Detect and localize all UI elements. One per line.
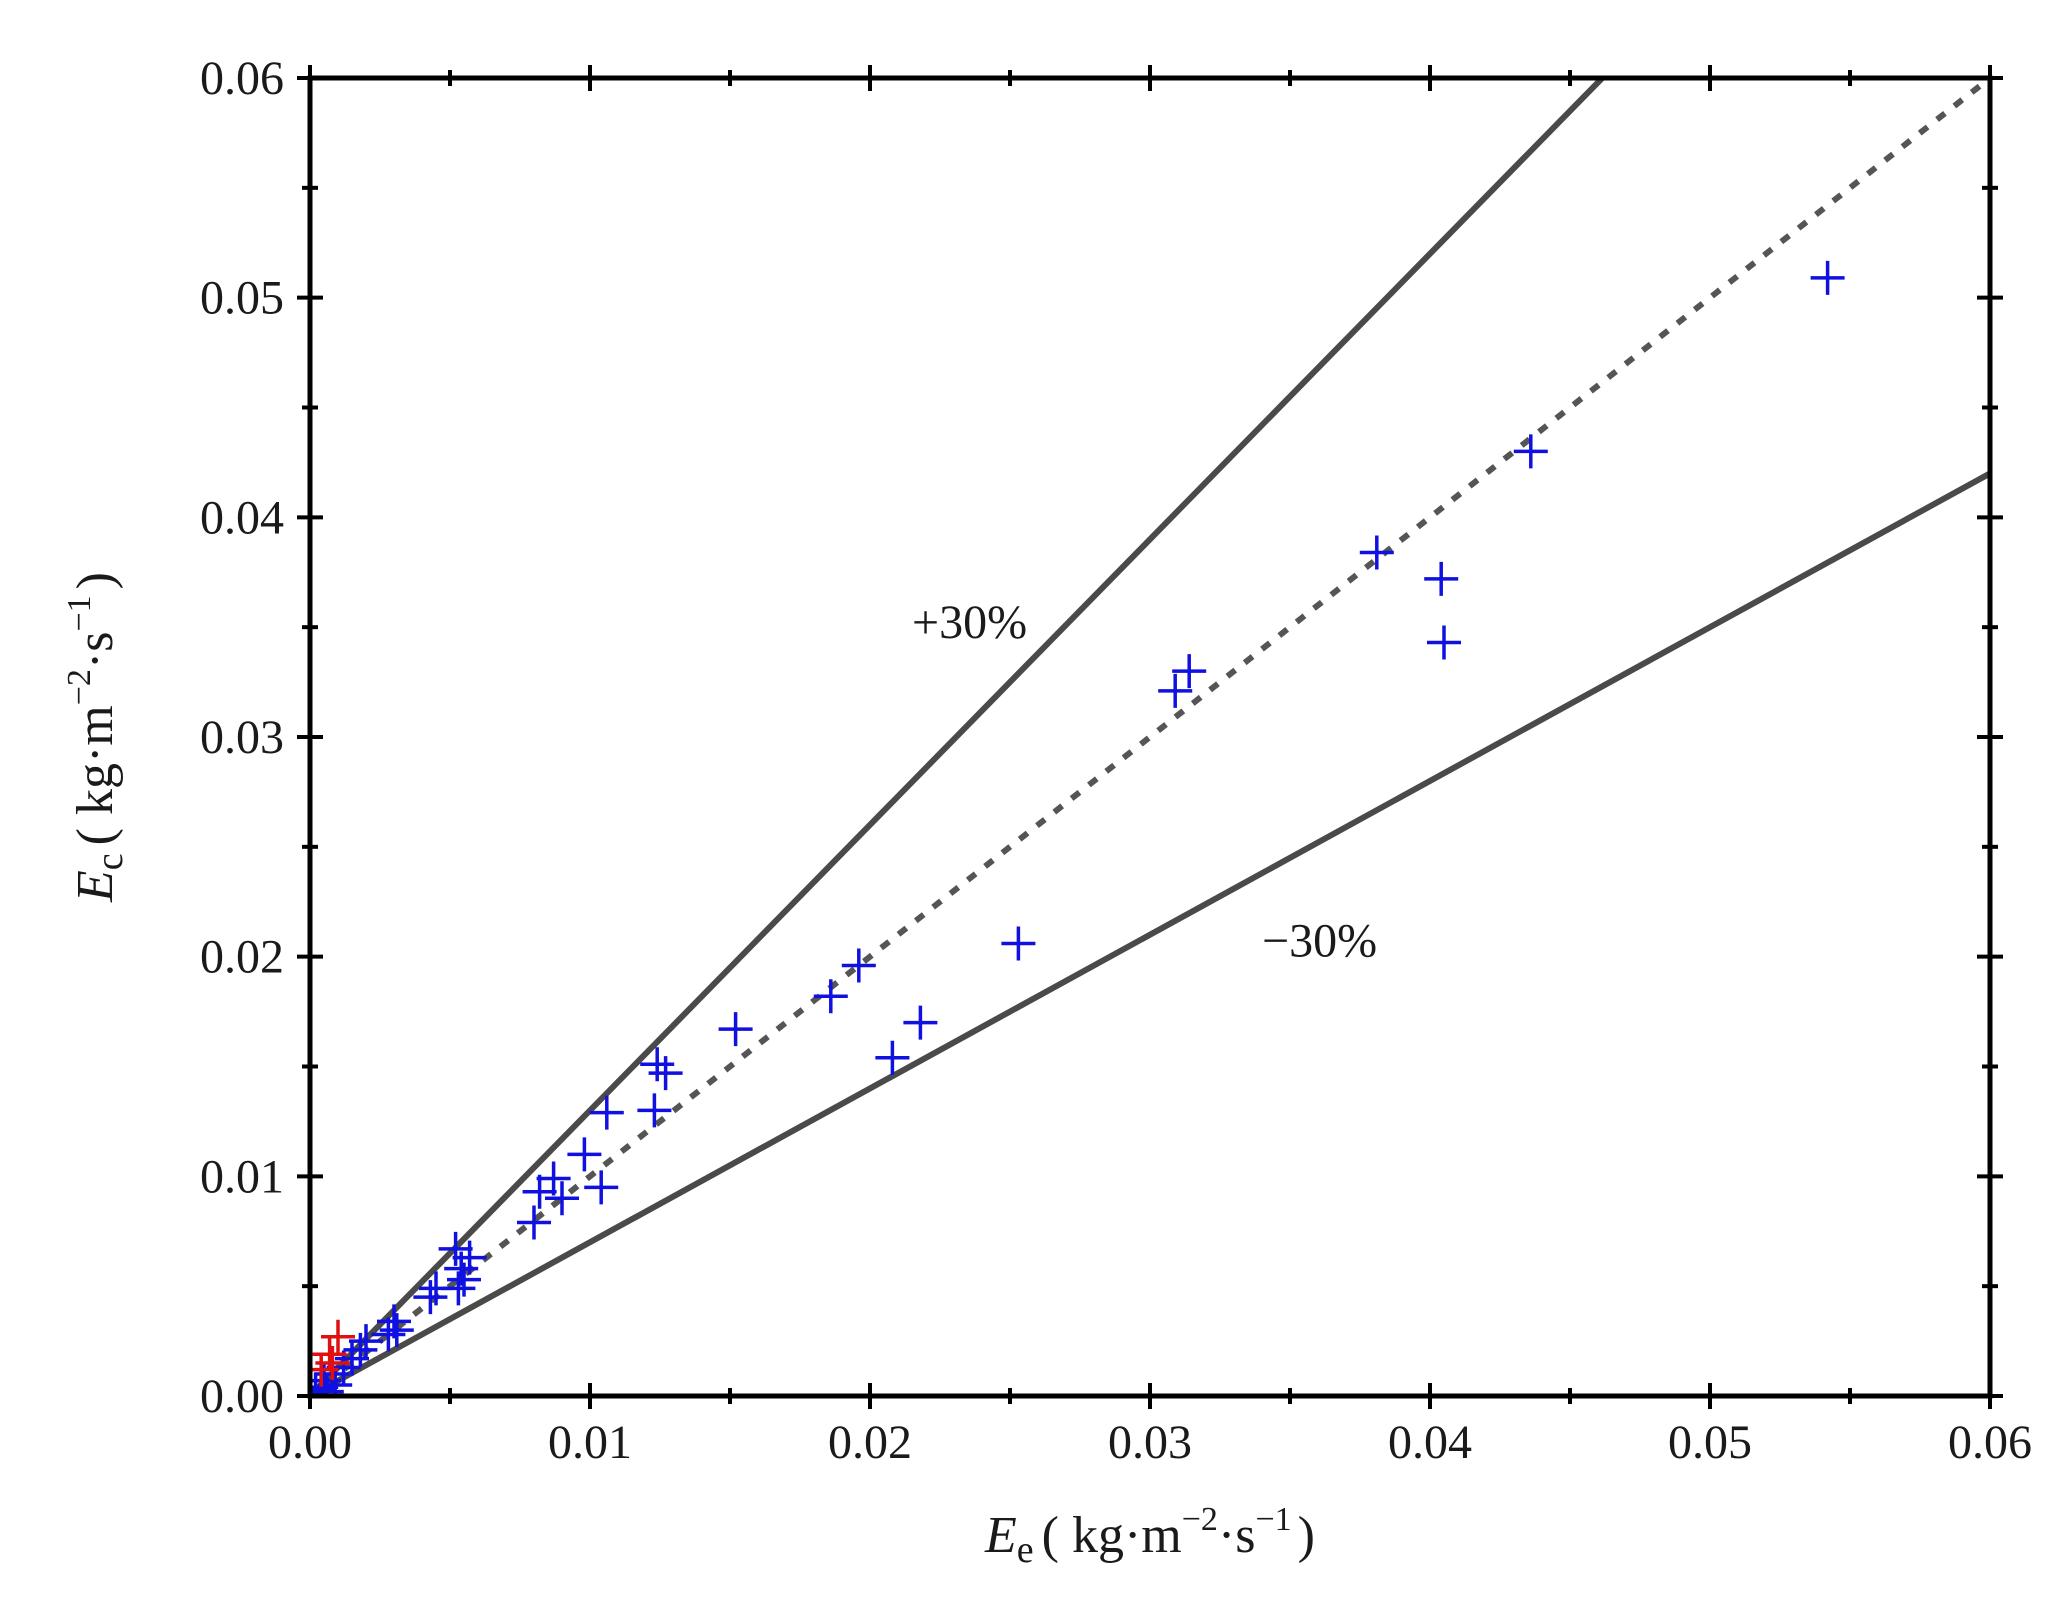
y-axis-unit-exp2: −1 bbox=[61, 595, 98, 631]
x-tick-label: 0.03 bbox=[1108, 1416, 1192, 1469]
x-tick-label: 0.05 bbox=[1668, 1416, 1752, 1469]
red-point bbox=[321, 1319, 355, 1354]
blue-point bbox=[371, 1317, 406, 1352]
blue-point bbox=[335, 1341, 369, 1376]
y-tick-label: 0.01 bbox=[200, 1150, 284, 1203]
y-axis-title: Ec ( kg·m−2·s−1) bbox=[61, 572, 131, 903]
x-axis-title: Ee( kg·m−2·s−1) bbox=[984, 1501, 1315, 1571]
blue-point bbox=[567, 1137, 602, 1172]
reference-line-minus-30 bbox=[310, 470, 1990, 1396]
x-axis-symbol: E bbox=[984, 1507, 1017, 1564]
blue-point bbox=[637, 1093, 672, 1128]
red-point bbox=[315, 1346, 350, 1381]
blue-point bbox=[1810, 260, 1845, 295]
x-tick-label: 0.06 bbox=[1948, 1416, 2032, 1469]
blue-point bbox=[522, 1174, 557, 1209]
x-axis-unit-close: ) bbox=[1298, 1507, 1315, 1564]
y-tick-label: 0.06 bbox=[200, 52, 284, 105]
blue-point bbox=[343, 1332, 378, 1367]
x-tick-labels: 0.00 0.01 0.02 0.03 0.04 0.05 0.06 bbox=[268, 1416, 2032, 1469]
blue-point bbox=[438, 1231, 473, 1266]
blue-point bbox=[1001, 926, 1036, 961]
x-axis-subscript: e bbox=[1017, 1529, 1034, 1571]
annotation-1: −30% bbox=[1262, 915, 1377, 968]
y-tick-label: 0.04 bbox=[200, 491, 284, 544]
blue-point bbox=[379, 1313, 414, 1348]
blue-point bbox=[875, 1040, 910, 1075]
axis-ticks bbox=[297, 65, 2003, 1409]
blue-point bbox=[1424, 561, 1459, 596]
blue-point bbox=[718, 1012, 753, 1047]
y-tick-label: 0.05 bbox=[200, 272, 284, 325]
y-tick-label: 0.03 bbox=[200, 711, 284, 764]
x-axis-unit-exp1: −2 bbox=[1182, 1501, 1218, 1538]
blue-point bbox=[349, 1324, 383, 1359]
red-point bbox=[312, 1337, 347, 1372]
x-axis-unit-mid: ·s bbox=[1218, 1507, 1256, 1564]
y-axis-symbol: E bbox=[67, 870, 124, 903]
annotations: +30% −30% bbox=[912, 596, 1377, 968]
reference-lines bbox=[310, 78, 1990, 1396]
blue-point bbox=[413, 1280, 448, 1315]
x-tick-label: 0.04 bbox=[1388, 1416, 1472, 1469]
y-tick-label: 0.00 bbox=[200, 1370, 284, 1423]
blue-point bbox=[377, 1304, 411, 1339]
x-tick-label: 0.00 bbox=[268, 1416, 352, 1469]
data-points bbox=[310, 260, 1845, 1396]
blue-point bbox=[1172, 654, 1207, 689]
x-tick-label: 0.01 bbox=[548, 1416, 632, 1469]
reference-line-identity bbox=[310, 78, 1990, 1396]
blue-point bbox=[536, 1161, 571, 1196]
blue-point bbox=[545, 1181, 579, 1216]
blue-point bbox=[841, 948, 876, 983]
blue-point bbox=[318, 1368, 353, 1396]
blue-point bbox=[1513, 434, 1548, 469]
blue-point bbox=[1158, 673, 1193, 708]
y-axis-unit-open: ( kg·m bbox=[67, 705, 124, 845]
y-axis-unit-mid: ·s bbox=[67, 632, 124, 670]
y-tick-labels: 0.00 0.01 0.02 0.03 0.04 0.05 0.06 bbox=[200, 52, 284, 1423]
y-axis-unit-close: ) bbox=[67, 572, 124, 589]
blue-point bbox=[648, 1056, 683, 1091]
blue-point bbox=[1359, 535, 1394, 570]
x-axis-unit-exp2: −1 bbox=[1255, 1501, 1291, 1538]
blue-point bbox=[447, 1262, 481, 1297]
y-axis-subscript: c bbox=[89, 853, 131, 870]
blue-point bbox=[1427, 625, 1461, 660]
x-tick-label: 0.02 bbox=[828, 1416, 912, 1469]
blue-point bbox=[584, 1170, 619, 1205]
blue-point bbox=[419, 1271, 453, 1306]
blue-point bbox=[310, 1372, 333, 1396]
annotation-0: +30% bbox=[912, 596, 1027, 649]
y-tick-label: 0.02 bbox=[200, 931, 284, 984]
blue-point bbox=[517, 1205, 551, 1240]
blue-point bbox=[640, 1047, 675, 1082]
blue-point bbox=[903, 1005, 938, 1040]
x-axis-unit-open: ( kg·m bbox=[1042, 1507, 1182, 1564]
reference-line-plus-30 bbox=[310, 78, 1607, 1396]
blue-point bbox=[589, 1095, 624, 1130]
y-axis-unit-exp1: −2 bbox=[61, 669, 98, 705]
blue-point bbox=[813, 979, 848, 1014]
